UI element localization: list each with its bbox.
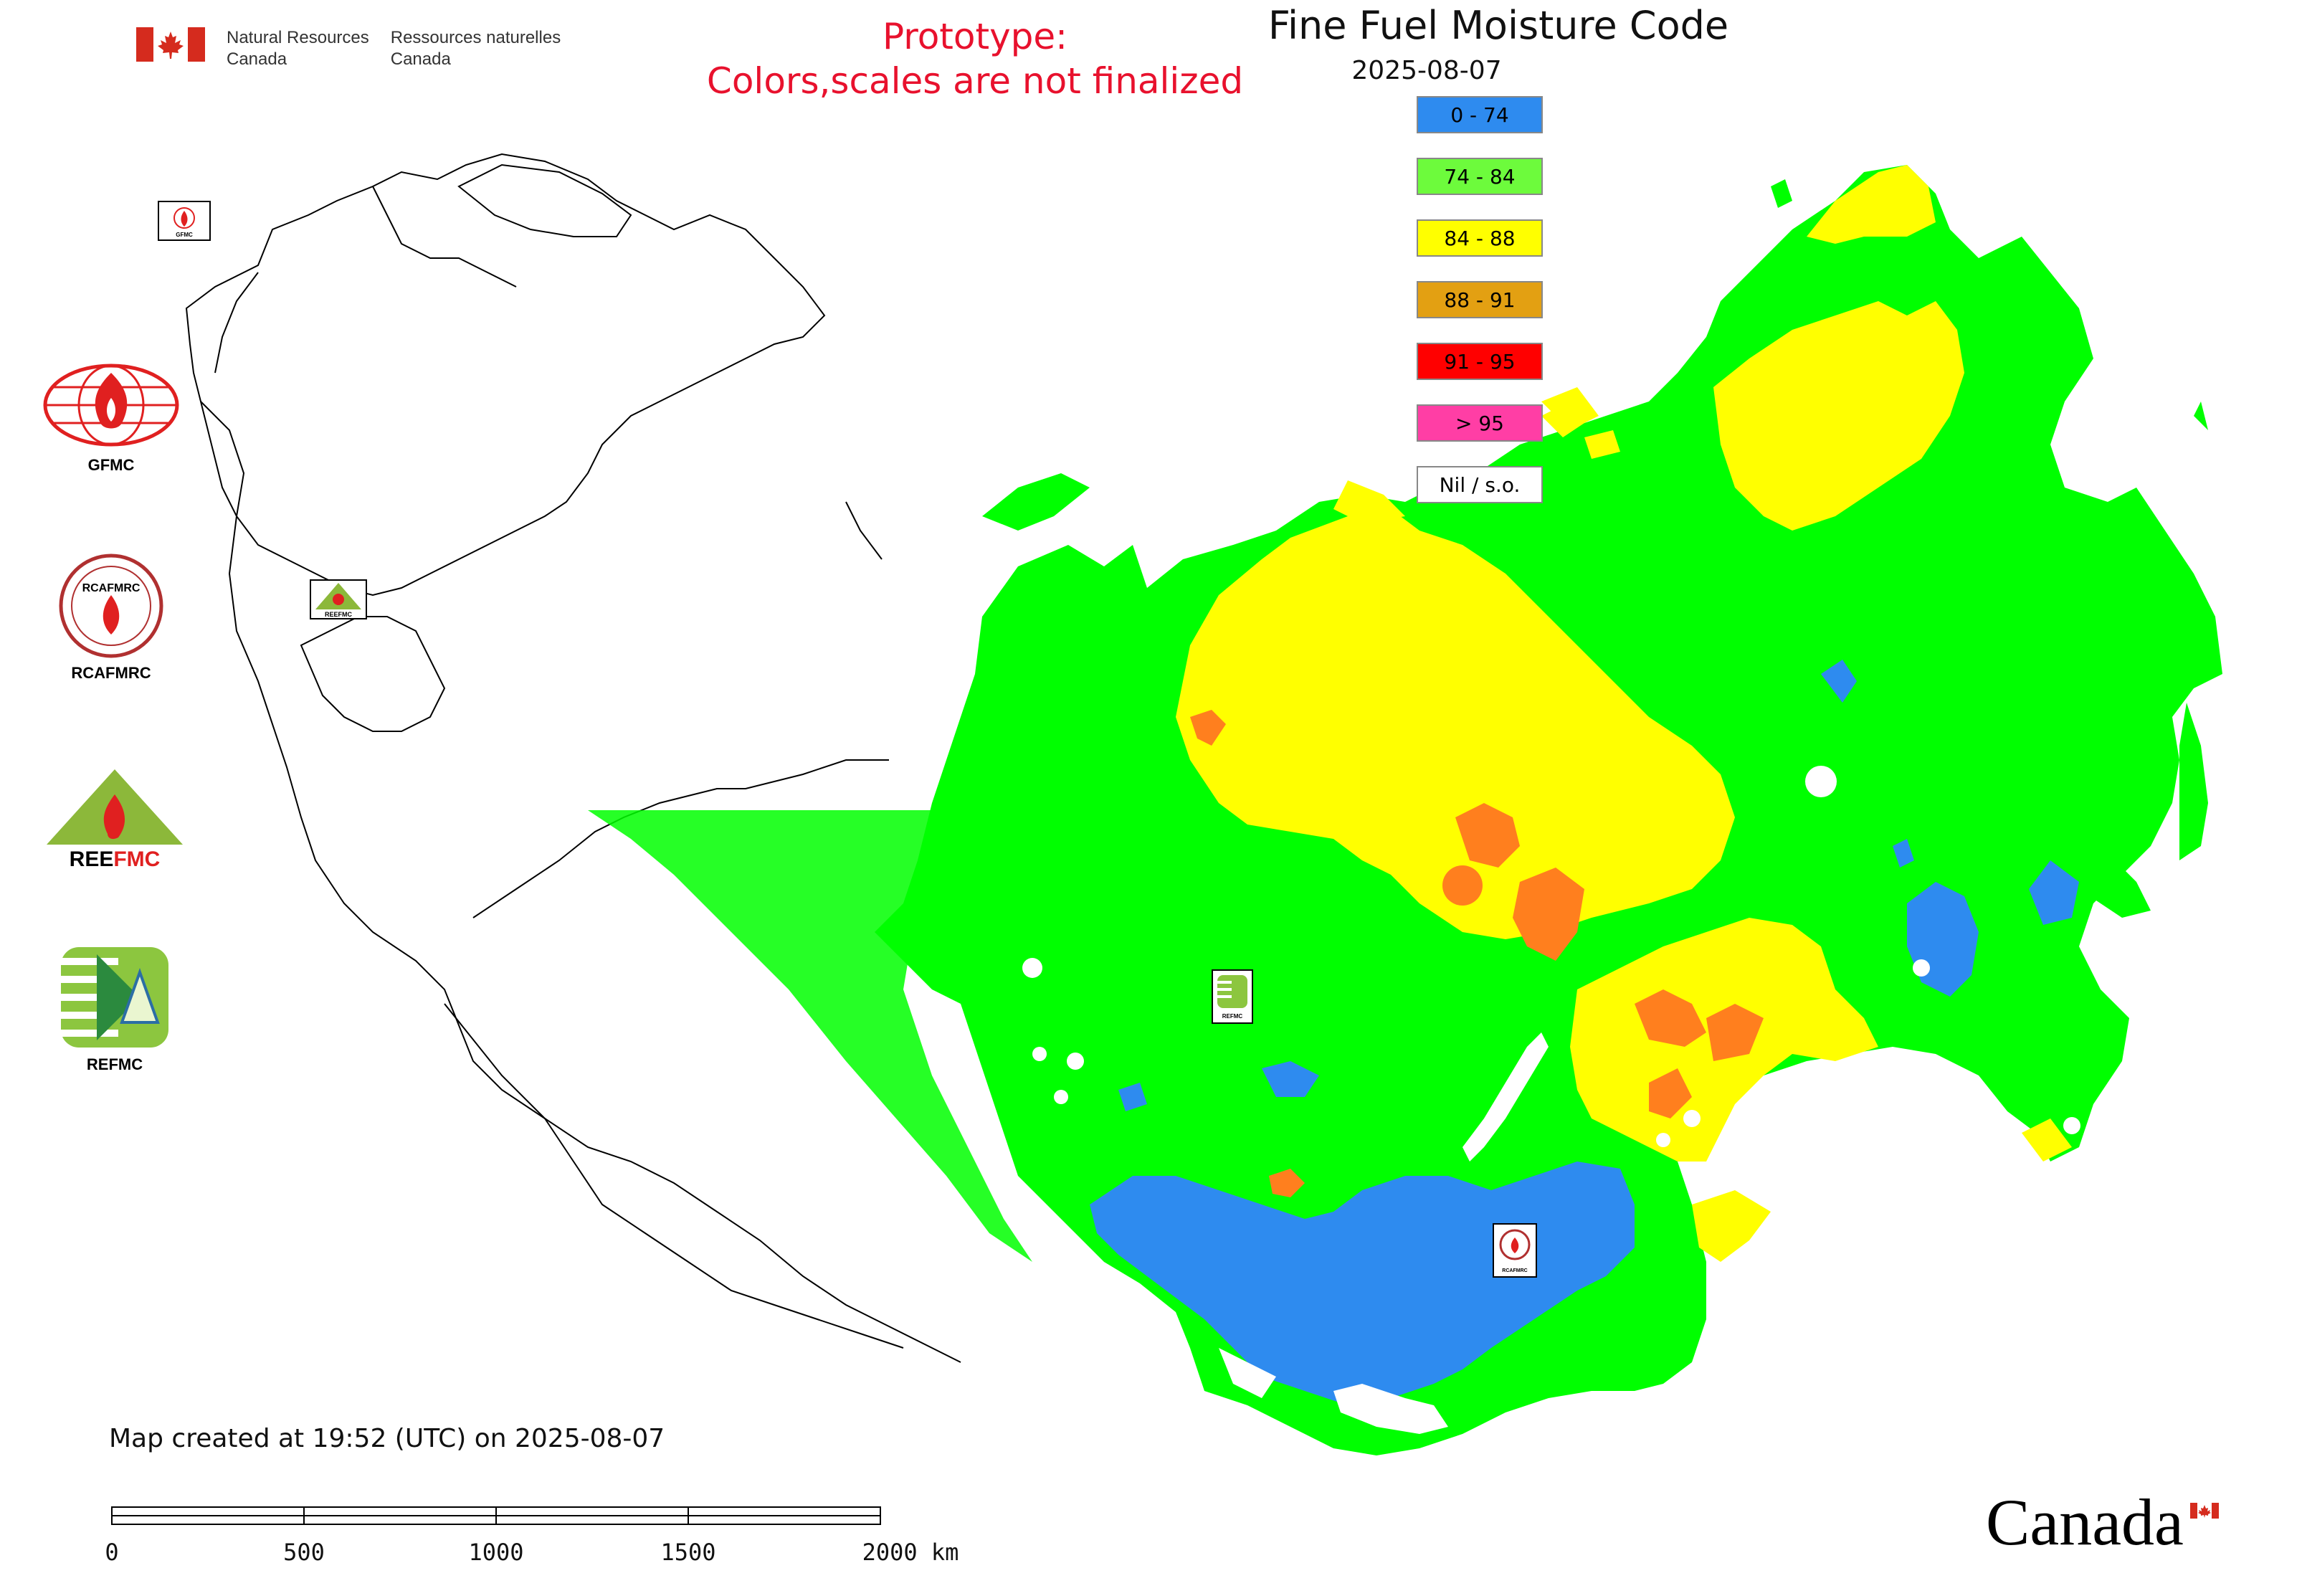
- scale-label: 500: [283, 1539, 325, 1566]
- legend-item: 74 - 84: [1417, 158, 1543, 195]
- department-name-en: Natural Resources Canada: [227, 28, 369, 69]
- canada-flag-icon: [136, 27, 205, 62]
- refmc-map-marker: REFMC: [1212, 969, 1253, 1024]
- legend-item: 84 - 88: [1417, 219, 1543, 257]
- reefmc-map-marker: REEFMC: [310, 579, 367, 619]
- department-name-fr: Ressources naturelles Canada: [390, 28, 561, 69]
- svg-text:RCAFMRC: RCAFMRC: [1502, 1268, 1527, 1273]
- rcafmrc-map-marker: RCAFMRC: [1493, 1223, 1537, 1278]
- country-outlines: [185, 153, 961, 1363]
- svg-text:RCAFMRC: RCAFMRC: [82, 582, 141, 594]
- reefmc-logo: REEFMC: [36, 766, 194, 878]
- scale-label: 1000: [468, 1539, 524, 1566]
- government-header: Natural Resources Canada Ressources natu…: [136, 27, 561, 70]
- svg-text:REFMC: REFMC: [1222, 1013, 1243, 1020]
- prototype-notice: Prototype: Colors,scales are not finaliz…: [706, 16, 1244, 102]
- legend-item: > 95: [1417, 404, 1543, 442]
- refmc-sigma-icon: [61, 947, 168, 1048]
- fwi-raster: [588, 165, 2222, 1455]
- gfmc-logo: GFMC: [36, 358, 186, 475]
- scale-bar: [111, 1506, 881, 1525]
- legend-item: 0 - 74: [1417, 96, 1543, 133]
- refmc-logo: REFMC: [50, 944, 179, 1074]
- wordmark-flag-icon: [2190, 1503, 2219, 1519]
- svg-text:GFMC: GFMC: [176, 232, 193, 238]
- svg-text:REEFMC: REEFMC: [70, 847, 161, 871]
- reefmc-triangle-icon: REEFMC: [47, 769, 183, 871]
- rcafmrc-logo: RCAFMRC RCAFMRC: [50, 552, 172, 683]
- canada-wordmark: Canada: [1986, 1486, 2184, 1559]
- scale-label: 2000 km: [862, 1539, 959, 1566]
- maple-leaf-icon: [158, 32, 184, 59]
- legend-item: 91 - 95: [1417, 343, 1543, 380]
- rcafmrc-emblem-icon: RCAFMRC: [59, 554, 163, 658]
- svg-text:REEFMC: REEFMC: [325, 611, 353, 618]
- scale-label: 1500: [660, 1539, 716, 1566]
- scale-label: 0: [105, 1539, 119, 1566]
- legend-item: 88 - 91: [1417, 281, 1543, 318]
- legend-item: Nil / s.o.: [1417, 466, 1543, 503]
- map-date: 2025-08-07: [1351, 56, 1502, 85]
- map-title: Fine Fuel Moisture Code: [1267, 3, 1729, 48]
- map-created-note: Map created at 19:52 (UTC) on 2025-08-07: [109, 1424, 665, 1453]
- gfmc-globe-icon: [43, 364, 179, 447]
- gfmc-map-marker: GFMC: [158, 201, 211, 241]
